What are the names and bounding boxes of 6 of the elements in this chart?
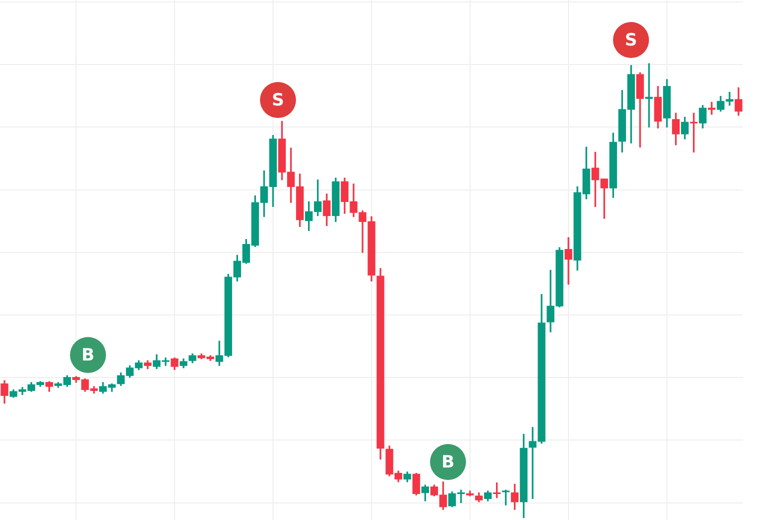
candlestick bbox=[645, 63, 653, 128]
annotation: B bbox=[442, 452, 454, 472]
candlestick bbox=[564, 237, 572, 285]
annotation: S bbox=[272, 90, 284, 110]
annotation: B bbox=[82, 345, 94, 366]
text: S bbox=[624, 30, 638, 50]
